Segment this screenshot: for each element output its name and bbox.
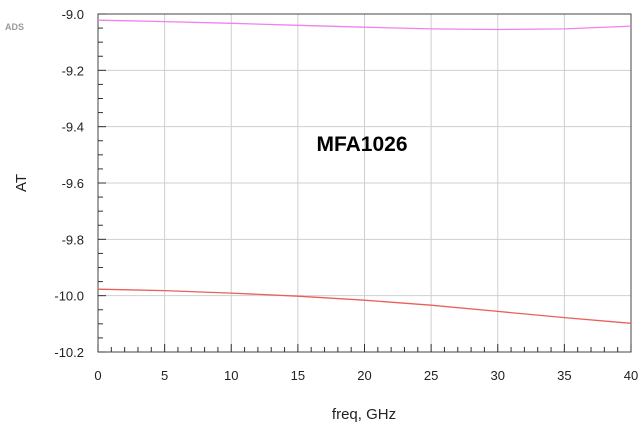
- x-tick-label: 25: [424, 368, 438, 383]
- series-line-2: [97, 288, 632, 324]
- x-axis-title: freq, GHz: [332, 406, 396, 423]
- x-tick-label: 20: [357, 368, 371, 383]
- minor-ticks: [97, 13, 632, 353]
- chart-annotation: MFA1026: [316, 133, 407, 156]
- brand-label: ADS: [5, 22, 24, 32]
- x-tick-labels: 0 5 10 15 20 25 30 35 40: [94, 368, 638, 383]
- y-tick-label: -9.0: [62, 7, 84, 22]
- x-tick-label: 40: [624, 368, 638, 383]
- x-tick-label: 35: [557, 368, 571, 383]
- x-tick-label: 5: [161, 368, 168, 383]
- y-tick-label: -9.6: [62, 176, 84, 191]
- y-tick-label: -10.2: [54, 345, 84, 360]
- x-tick-label: 30: [491, 368, 505, 383]
- y-tick-label: -10.0: [54, 289, 84, 304]
- series-layer: [97, 19, 632, 324]
- y-tick-label: -9.2: [62, 63, 84, 78]
- y-tick-labels: -9.0 -9.2 -9.4 -9.6 -9.8 -10.0 -10.2: [54, 7, 84, 360]
- x-tick-label: 0: [94, 368, 101, 383]
- series-line-1: [97, 19, 632, 31]
- x-tick-label: 15: [291, 368, 305, 383]
- y-tick-label: -9.8: [62, 232, 84, 247]
- y-tick-label: -9.4: [62, 120, 84, 135]
- x-tick-label: 10: [224, 368, 238, 383]
- y-axis-title: AT: [13, 174, 30, 192]
- grid: [97, 13, 632, 353]
